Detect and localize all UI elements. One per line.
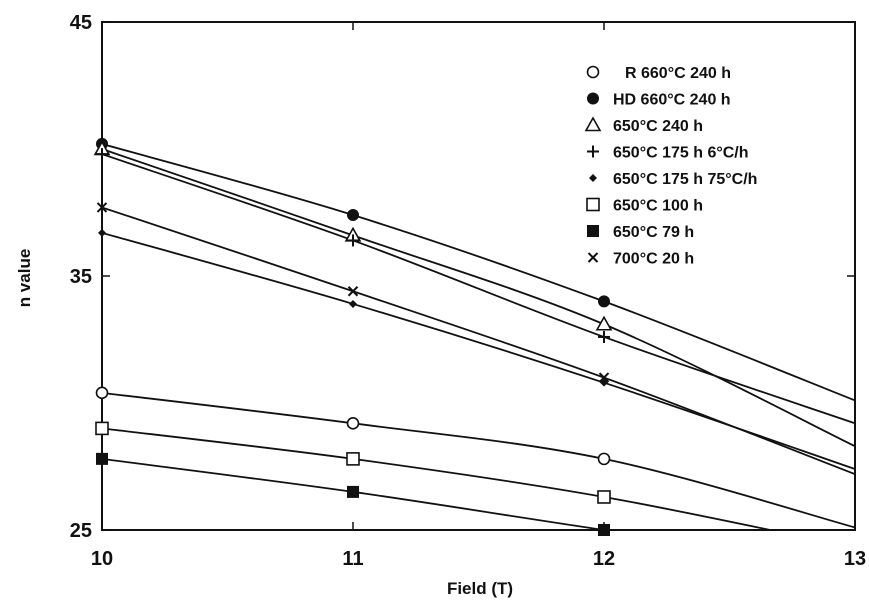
data-point-r-660c-240-h-12 — [597, 452, 611, 466]
series-line-650c-79-h — [102, 457, 611, 530]
data-point-hd-660c-240-h-12 — [598, 295, 610, 308]
data-point-650c-175-h-75c-h-11 — [349, 299, 357, 308]
series-line-700c-20-h — [102, 206, 855, 475]
axis-ticks: 10 11 12 13 25 35 45 — [70, 12, 866, 570]
series-line-hd-660c-240-h — [102, 143, 855, 402]
data-point-650c-175-h-6c-h-11 — [347, 234, 359, 247]
series-lines — [102, 143, 855, 530]
data-point-700c-20-h-12 — [598, 372, 610, 383]
data-point-r-660c-240-h-11 — [346, 417, 360, 430]
series-line-650c-175-h-75c-h — [102, 231, 855, 470]
data-point-hd-660c-240-h-11 — [347, 209, 359, 222]
y-tick-label-35: 35 — [70, 266, 92, 288]
legend-marker-650c-175-h-6c-h — [587, 145, 599, 158]
data-point-650c-175-h-6c-h-12 — [598, 330, 610, 343]
data-point-650c-100-h-10 — [95, 421, 109, 436]
legend-label-650c-79-h: 650°C 79 h — [613, 224, 694, 241]
data-point-650c-175-h-6c-h-10 — [96, 148, 108, 161]
series-markers — [93, 137, 613, 536]
data-point-650c-79-h-11 — [347, 485, 359, 498]
series-line-650c-100-h — [102, 427, 775, 530]
x-tick-label-12: 12 — [593, 548, 615, 570]
x-tick-label-11: 11 — [342, 548, 363, 570]
x-tick-label-13: 13 — [844, 548, 866, 570]
data-point-650c-100-h-11 — [346, 452, 360, 466]
legend-marker-r-660c-240-h — [586, 65, 600, 79]
data-point-650c-175-h-75c-h-10 — [98, 228, 106, 237]
legend-label-r-660c-240-h: R 660°C 240 h — [625, 65, 731, 82]
legend-marker-700c-20-h — [587, 252, 599, 263]
data-point-700c-20-h-11 — [347, 286, 359, 297]
legend-label-650c-100-h: 650°C 100 h — [613, 198, 703, 215]
y-tick-label-25: 25 — [70, 520, 92, 542]
data-point-r-660c-240-h-10 — [95, 386, 109, 400]
data-point-650c-79-h-10 — [96, 452, 108, 465]
legend-label-650c-175-h-6c-h: 650°C 175 h 6°C/h — [613, 145, 749, 162]
x-axis-label: Field (T) — [447, 579, 513, 598]
legend-label-hd-660c-240-h: HD 660°C 240 h — [613, 92, 731, 109]
series-line-650c-175-h-6c-h — [102, 153, 855, 425]
legend-label-700c-20-h: 700°C 20 h — [613, 251, 694, 268]
y-tick-label-45: 45 — [70, 12, 92, 34]
data-point-700c-20-h-10 — [96, 202, 108, 213]
legend-marker-650c-175-h-75c-h — [589, 174, 597, 182]
y-axis-label: n value — [15, 249, 34, 308]
legend-marker-650c-79-h — [587, 225, 599, 237]
series-line-r-660c-240-h — [102, 391, 855, 529]
legend: R 660°C 240 h HD 660°C 240 h 650°C 240 h 65… — [584, 65, 757, 268]
legend-marker-650c-240-h — [584, 116, 602, 132]
legend-marker-hd-660c-240-h — [587, 92, 599, 105]
legend-label-650c-240-h: 650°C 240 h — [613, 118, 703, 135]
data-point-650c-100-h-12 — [597, 490, 611, 504]
legend-marker-650c-100-h — [586, 197, 600, 212]
data-point-650c-240-h-12 — [595, 315, 613, 331]
data-point-650c-79-h-12 — [598, 524, 610, 536]
series-line-650c-240-h — [102, 148, 855, 447]
x-tick-label-10: 10 — [91, 548, 113, 570]
legend-label-650c-175-h-75c-h: 650°C 175 h 75°C/h — [613, 171, 757, 188]
plot-frame — [101, 21, 856, 531]
